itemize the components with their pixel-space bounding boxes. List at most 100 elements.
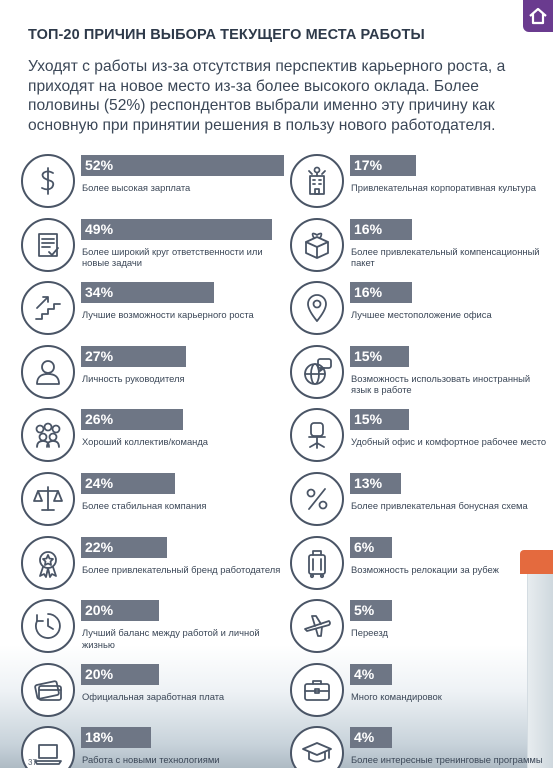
clock-icon — [35, 613, 61, 640]
page-number: 37 — [28, 758, 37, 767]
reason-item: 4% Много командировок — [290, 662, 552, 725]
reason-label: Более высокая зарплата — [82, 182, 191, 193]
value-label: 20% — [85, 602, 114, 619]
reason-label: Лучшее местоположение офиса — [351, 309, 492, 321]
checklist-icon — [38, 232, 59, 257]
reason-label: Более интересные тренинговые программы в… — [351, 754, 543, 768]
medal-icon — [39, 550, 57, 578]
reason-label: Хороший коллектив/команда — [82, 436, 209, 448]
gift-box-icon — [305, 232, 329, 259]
value-label: 5% — [354, 602, 375, 619]
value-label: 49% — [85, 220, 114, 237]
team-icon-circle — [21, 408, 75, 463]
value-label: 6% — [354, 538, 375, 555]
location-pin-icon — [307, 294, 327, 323]
value-label: 15% — [354, 411, 383, 428]
reason-item: 15% Удобный офис и комфортное рабочее мес… — [290, 408, 552, 470]
reason-item: 16% Более привлекательный компенсационный… — [290, 217, 552, 280]
graduation-cap-icon-circle — [290, 726, 344, 768]
reason-label: Более широкий круг ответственности или н… — [82, 245, 263, 268]
reason-item: 5% Переезд — [290, 599, 552, 661]
checklist-icon-circle — [21, 217, 75, 272]
lighthouse-background — [520, 550, 553, 768]
dollar-icon — [41, 167, 55, 195]
building-icon-circle — [290, 154, 344, 208]
laptop-icon — [34, 744, 62, 766]
value-bar — [350, 473, 401, 494]
scales-icon-circle — [21, 472, 75, 526]
reason-item: 49% Более широкий круг ответственности ил… — [21, 217, 283, 280]
reason-label: Переезд — [351, 627, 388, 639]
reason-item: 6% Возможность релокации за рубеж — [290, 535, 552, 598]
reason-item: 17% Привлекательная корпоративная культур… — [290, 154, 552, 216]
reason-item: 13% Более привлекательная бонусная схема — [290, 472, 552, 534]
value-bar — [350, 727, 392, 749]
reason-label: Удобный офис и комфортное рабочее место — [351, 436, 547, 448]
value-label: 22% — [85, 538, 114, 555]
value-label: 24% — [85, 475, 114, 491]
reason-item: 22% Более привлекательный бренд работодат… — [21, 535, 283, 598]
reason-label: Более привлекательный компенсационный па… — [351, 245, 540, 268]
stairs-arrow-icon-circle — [21, 281, 75, 336]
value-bar — [81, 155, 284, 176]
reason-label: Лучшие возможности карьерного роста — [82, 309, 254, 321]
value-label: 26% — [85, 411, 114, 428]
value-bar — [350, 536, 392, 558]
reason-label: Возможность релокации за рубеж — [351, 563, 499, 575]
office-chair-icon — [308, 422, 326, 450]
value-bar — [350, 155, 416, 176]
reason-label: Возможность использовать иностранный язы… — [351, 372, 531, 396]
reason-item: 26% Хороший коллектив/команда — [21, 408, 283, 470]
reason-item: 27% Личность руководителя — [21, 344, 283, 407]
percent-icon-circle — [290, 472, 344, 526]
value-bar — [350, 345, 409, 367]
airplane-icon-circle — [290, 599, 344, 654]
briefcase-icon-circle — [290, 662, 344, 717]
reason-label: Более привлекательная бонусная схема — [351, 500, 528, 511]
suitcase-icon-circle — [290, 535, 344, 590]
gift-box-icon-circle — [290, 217, 344, 272]
value-label: 16% — [354, 220, 383, 237]
reason-item: 20% Официальная заработная плата — [21, 662, 283, 725]
reason-item: 15% Возможность использовать иностранный … — [290, 344, 552, 407]
value-label: 16% — [354, 284, 383, 301]
value-label: 13% — [354, 475, 383, 491]
globe-chat-icon-circle — [290, 344, 344, 399]
home-button[interactable] — [523, 0, 553, 32]
intro-paragraph: Уходят с работы из-за отсутствия перспек… — [28, 58, 506, 134]
dollar-icon-circle — [21, 154, 75, 208]
reason-label: Лучший баланс между работой и личной жиз… — [82, 627, 260, 650]
building-icon — [308, 166, 326, 195]
reason-item: 34% Лучшие возможности карьерного роста — [21, 281, 283, 343]
location-pin-icon-circle — [290, 281, 344, 336]
stairs-arrow-icon — [35, 296, 61, 321]
laptop-icon-circle — [21, 726, 75, 768]
reason-item: 16% Лучшее местоположение офиса — [290, 281, 552, 343]
reason-label: Привлекательная корпоративная культура — [351, 182, 536, 193]
cards-icon-circle — [21, 662, 75, 717]
value-label: 4% — [354, 729, 375, 746]
reason-item: 20% Лучший баланс между работой и личной … — [21, 599, 283, 661]
value-label: 20% — [85, 665, 114, 682]
value-label: 34% — [85, 284, 114, 301]
value-label: 4% — [354, 665, 375, 682]
value-bar — [350, 663, 392, 685]
percent-icon — [306, 488, 328, 510]
value-bar — [350, 218, 412, 240]
graduation-cap-icon — [302, 742, 332, 763]
suitcase-icon — [308, 549, 326, 578]
medal-icon-circle — [21, 535, 75, 590]
value-bar — [81, 218, 272, 240]
reason-item: 24% Более стабильная компания — [21, 472, 283, 534]
reason-label: Работа с новыми технологиями — [82, 754, 220, 766]
team-icon — [35, 422, 61, 449]
reason-label: Официальная заработная плата — [82, 690, 225, 702]
reason-label: Личность руководителя — [82, 372, 185, 384]
scales-icon — [33, 486, 63, 511]
value-bar — [81, 663, 159, 685]
reason-item: 18% Работа с новыми технологиями — [21, 726, 283, 768]
cards-icon — [34, 680, 62, 701]
page-title: ТОП-20 ПРИЧИН ВЫБОРА ТЕКУЩЕГО МЕСТА РАБО… — [28, 27, 425, 43]
reason-item: 52% Более высокая зарплата — [21, 154, 284, 216]
value-bar — [81, 536, 167, 558]
